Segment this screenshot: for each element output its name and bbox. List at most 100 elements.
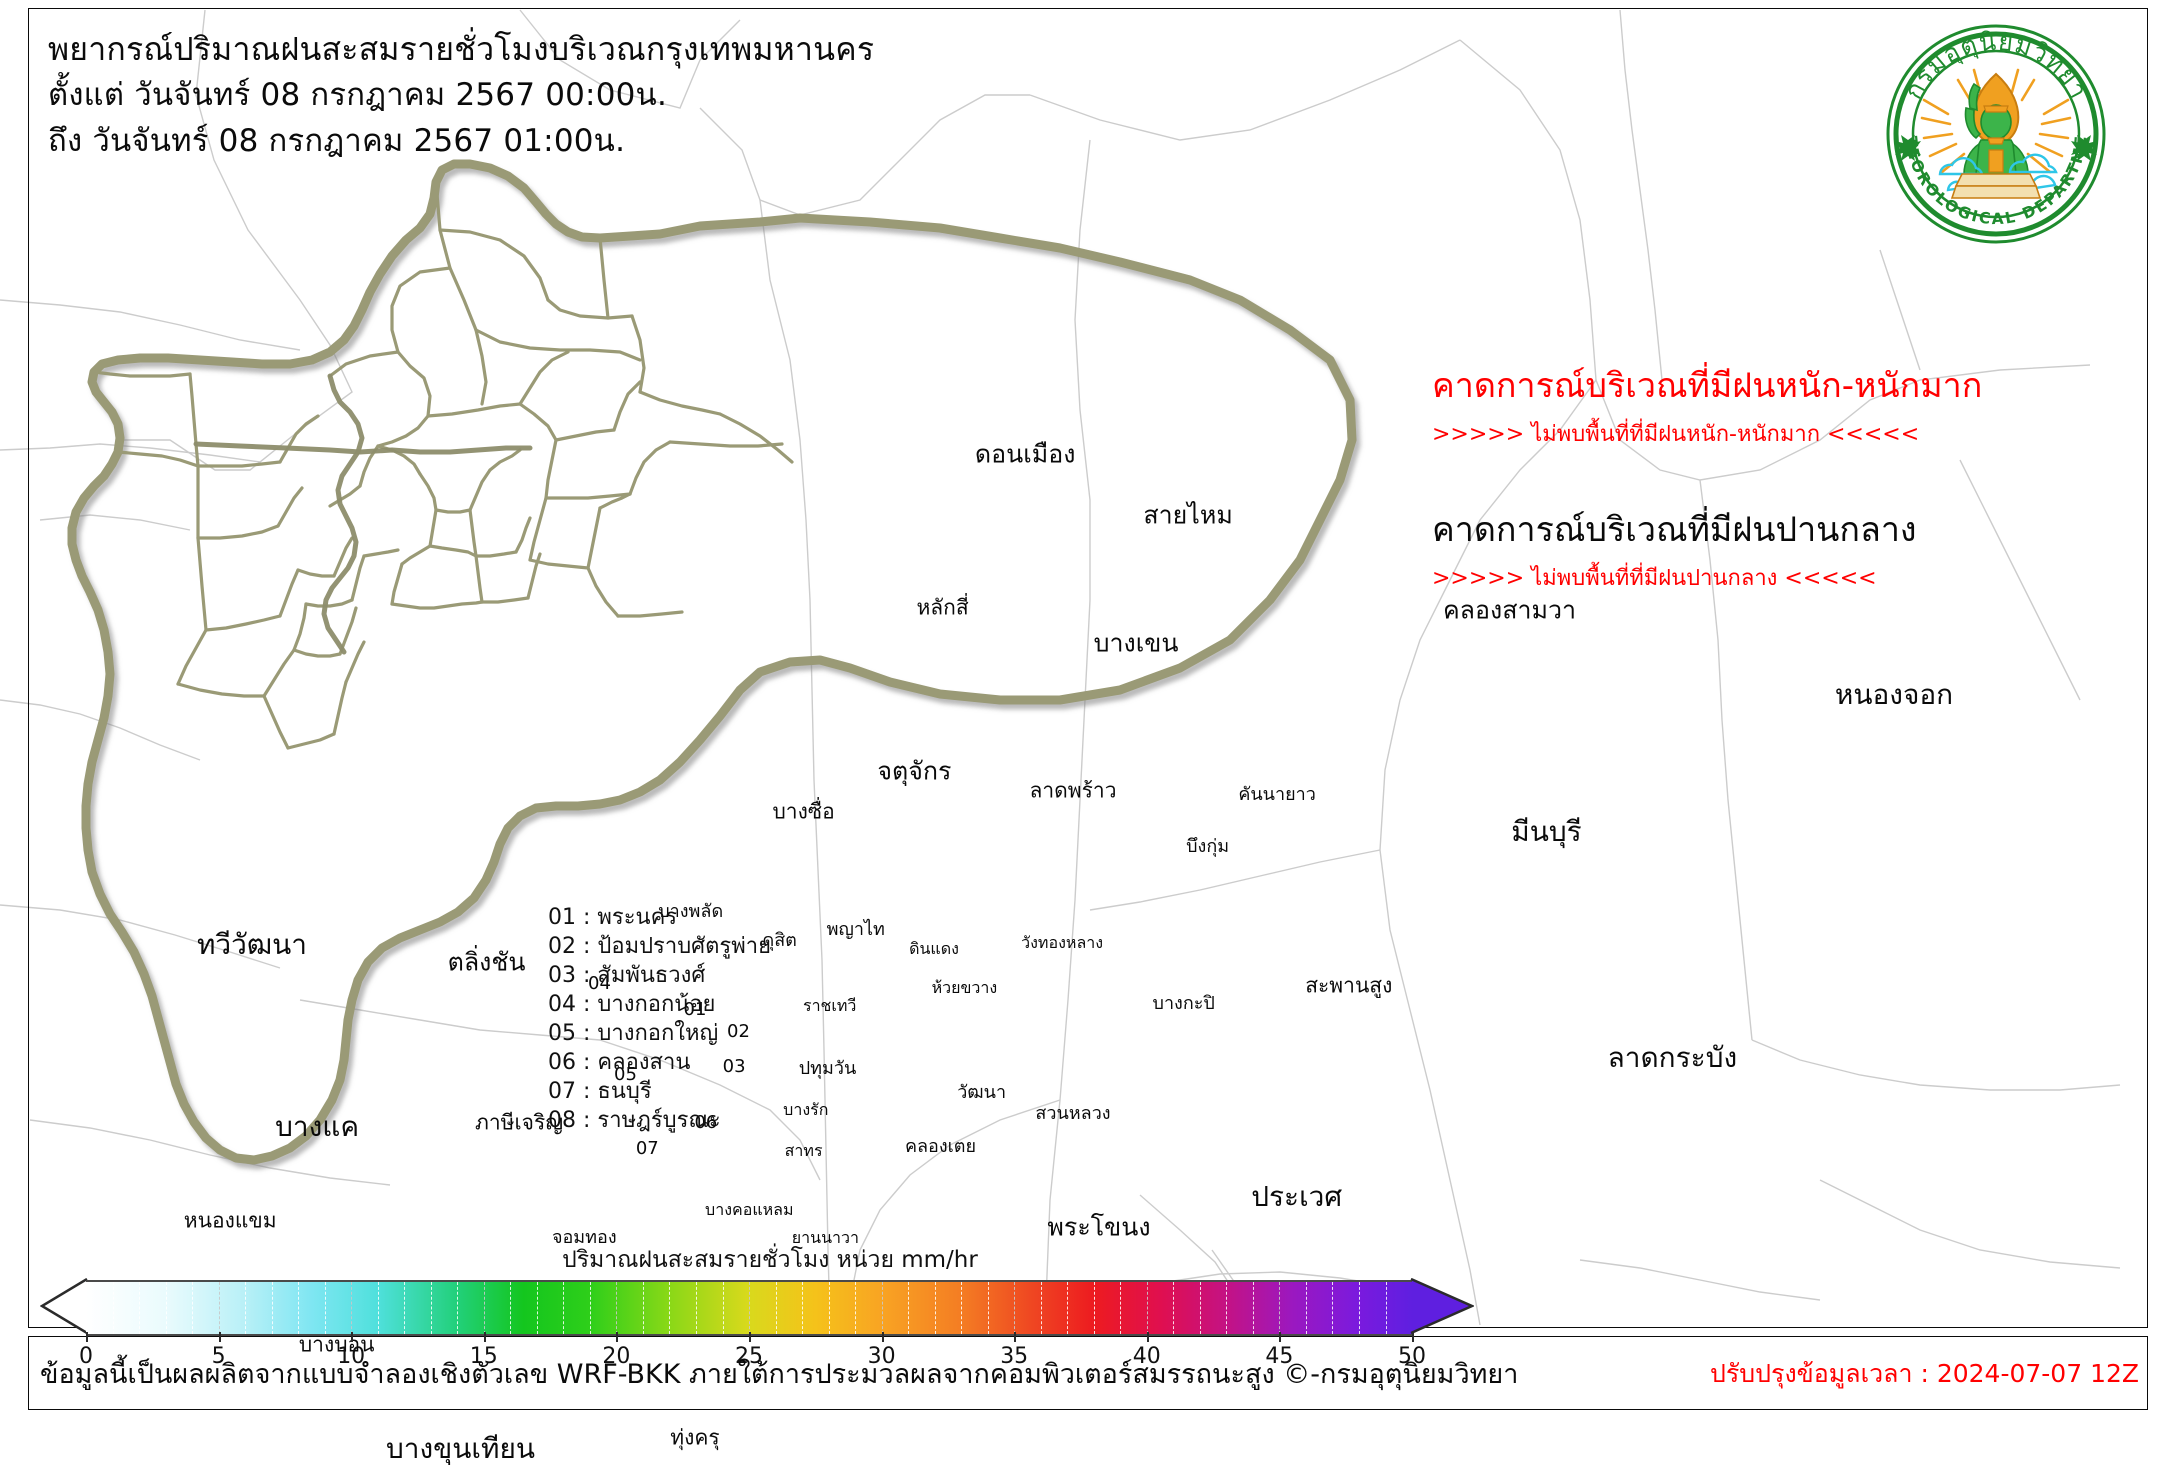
district-label: คลองสามวา — [1442, 595, 1577, 625]
colorbar-tick — [139, 1282, 140, 1334]
moderate-rain-heading: คาดการณ์บริเวณที่มีฝนปานกลาง — [1432, 510, 1917, 550]
district-label: ประเวศ — [1251, 1179, 1343, 1213]
district-label: ลาดกระบัง — [1607, 1040, 1738, 1074]
colorbar-tick — [642, 1282, 644, 1334]
title-block: พยากรณ์ปริมาณฝนสะสมรายชั่วโมงบริเวณกรุงเ… — [48, 26, 874, 164]
colorbar-tick — [1067, 1282, 1069, 1334]
colorbar-under-arrow — [40, 1280, 86, 1332]
colorbar-major-tickmark — [1014, 1332, 1017, 1342]
colorbar-tick — [908, 1282, 910, 1334]
district-label: บึงกุ่ม — [1186, 836, 1230, 858]
colorbar-tick — [510, 1282, 512, 1334]
code-legend-item: 01 : พระนคร — [548, 905, 678, 930]
colorbar-tick — [1305, 1282, 1307, 1334]
colorbar-tick — [324, 1282, 326, 1334]
district-label: ทวีวัฒนา — [196, 927, 308, 961]
district-label: คลองเตย — [904, 1135, 977, 1157]
colorbar-major-tickmark — [1146, 1332, 1149, 1342]
colorbar-tick — [1199, 1282, 1201, 1334]
colorbar-tick-label: 50 — [1398, 1344, 1426, 1369]
colorbar-tick — [1252, 1282, 1254, 1334]
colorbar-major-tickmark — [881, 1332, 884, 1342]
code-legend-item: 02 : ป้อมปราบศัตรูพ่าย — [548, 934, 771, 959]
colorbar-tick — [775, 1282, 777, 1334]
colorbar-major-tickmark — [749, 1332, 751, 1342]
colorbar-tick — [987, 1282, 989, 1334]
colorbar-tick — [483, 1282, 485, 1334]
page-title: พยากรณ์ปริมาณฝนสะสมรายชั่วโมงบริเวณกรุงเ… — [48, 30, 875, 68]
district-label: จตุจักร — [877, 756, 952, 786]
code-legend-item: 03 : สัมพันธวงศ์ — [548, 963, 706, 988]
colorbar-tick — [722, 1282, 724, 1334]
district-label: สะพานสูง — [1305, 973, 1393, 998]
colorbar-tick — [271, 1282, 273, 1334]
district-label: ราชเทวี — [802, 995, 857, 1015]
colorbar-tick-label: 35 — [1000, 1344, 1029, 1369]
colorbar-tick — [536, 1282, 538, 1334]
colorbar-tick — [696, 1282, 697, 1334]
colorbar-major-tickmark — [351, 1332, 354, 1342]
colorbar-tick-label: 10 — [337, 1344, 366, 1369]
colorbar-tick-label: 40 — [1132, 1344, 1161, 1369]
colorbar-tick — [1146, 1282, 1148, 1334]
colorbar-tick — [1359, 1282, 1360, 1334]
colorbar-tick — [881, 1282, 883, 1334]
colorbar-tick — [1226, 1282, 1228, 1334]
district-label: บางบอน — [298, 1332, 375, 1356]
district-label: สาทร — [784, 1141, 823, 1161]
district-label: หนองจอก — [1834, 678, 1954, 711]
district-label: บางขุนเทียน — [385, 1431, 536, 1465]
colorbar-tick — [404, 1282, 406, 1334]
colorbar-title: ปริมาณฝนสะสมรายชั่วโมง หน่วย mm/hr — [562, 1247, 978, 1273]
colorbar-tick — [457, 1282, 459, 1334]
district-label: จอมทอง — [551, 1227, 617, 1248]
colorbar-tick — [855, 1282, 857, 1334]
colorbar-tick — [351, 1282, 353, 1334]
tmd-seal-logo: กรมอุตุนิยมวิทยา METEOROLOGICAL DEPARTME… — [1884, 22, 2106, 244]
colorbar-minor-ticks — [86, 1282, 1412, 1334]
moderate-rain-value: >>>>> ไม่พบพื้นที่ที่มีฝนปานกลาง <<<<< — [1432, 566, 1877, 591]
code-legend-item: 06 : คลองสาน — [548, 1050, 691, 1075]
colorbar-major-tickmark — [616, 1332, 619, 1342]
district-label: หลักสี่ — [916, 595, 969, 620]
heavy-rain-heading: คาดการณ์บริเวณที่มีฝนหนัก-หนักมาก — [1432, 366, 1983, 406]
rainfall-forecast-map-page: พยากรณ์ปริมาณฝนสะสมรายชั่วโมงบริเวณกรุงเ… — [0, 8, 2148, 1463]
colorbar-tick — [1014, 1282, 1016, 1334]
colorbar-body: 0 5 10 15 20 25 30 35 40 45 50 — [40, 1278, 1474, 1369]
district-label: หนองแขม — [183, 1208, 277, 1233]
colorbar-tick — [1332, 1282, 1334, 1334]
district-label: บางคอแหลม — [705, 1199, 794, 1219]
colorbar-tick — [298, 1282, 300, 1334]
colorbar-tick-label: 0 — [79, 1344, 93, 1369]
colorbar-major-tickmark — [483, 1332, 486, 1342]
colorbar-tick — [165, 1282, 167, 1334]
district-label: สวนหลวง — [1035, 1103, 1111, 1125]
colorbar-major-tickmark — [86, 1332, 88, 1342]
footer-update-time: ปรับปรุงข้อมูลเวลา : 2024-07-07 12Z — [1710, 1359, 2140, 1388]
district-label: บางเขน — [1093, 628, 1179, 658]
district-label: มีนบุรี — [1511, 814, 1582, 848]
colorbar-tick — [749, 1282, 750, 1334]
district-label: ดอนเมือง — [974, 439, 1076, 469]
colorbar-tick — [616, 1282, 618, 1334]
colorbar-tick-label: 30 — [867, 1344, 896, 1369]
footer-frame — [28, 1336, 2148, 1410]
heavy-rain-value: >>>>> ไม่พบพื้นที่ที่มีฝนหนัก-หนักมาก <<… — [1432, 422, 1920, 447]
colorbar-tick-label: 20 — [602, 1344, 631, 1369]
code-legend-item: 05 : บางกอกใหญ่ — [548, 1021, 719, 1046]
colorbar-tick — [112, 1282, 114, 1334]
colorbar-tick-label: 15 — [469, 1344, 498, 1369]
district-label: พระโขนง — [1047, 1212, 1151, 1242]
district-label: ดินแดง — [909, 939, 959, 959]
colorbar-tick — [1093, 1282, 1095, 1334]
colorbar-tick — [563, 1282, 565, 1334]
colorbar-tick — [1120, 1282, 1122, 1334]
colorbar-tick-label: 45 — [1265, 1344, 1294, 1369]
colorbar-tick — [245, 1282, 247, 1334]
code-legend-item: 04 : บางกอกน้อย — [548, 992, 716, 1017]
district-label: ตลิ่งชัน — [447, 947, 526, 977]
district-code-legend: 01 : พระนคร 02 : ป้อมปราบศัตรูพ่าย 03 : … — [548, 903, 771, 1135]
district-label: บางแค — [275, 1110, 360, 1144]
colorbar-tick — [192, 1282, 194, 1334]
colorbar-tick — [1385, 1282, 1387, 1334]
